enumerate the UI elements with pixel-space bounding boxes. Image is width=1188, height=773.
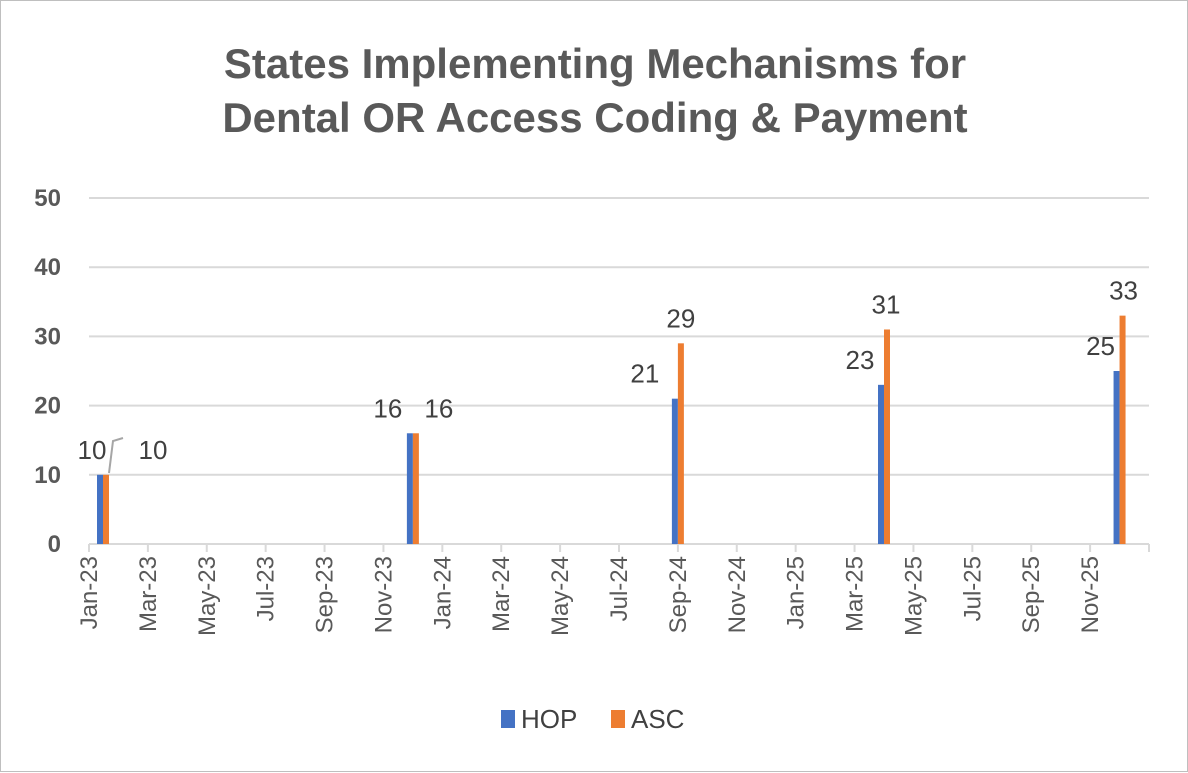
y-tick-label: 10 [34, 462, 61, 489]
x-tick-label: Jul-25 [959, 556, 986, 621]
data-label-hop: 10 [78, 435, 107, 465]
x-tick-label: Jan-23 [76, 556, 103, 629]
x-tick-label: Jan-24 [429, 556, 456, 629]
x-tick-label: Sep-23 [312, 556, 339, 633]
x-tick-label: Jul-23 [253, 556, 280, 621]
y-tick-label: 50 [34, 185, 61, 212]
data-label-asc: 29 [666, 303, 695, 333]
x-tick-label: May-23 [194, 556, 221, 636]
data-label-hop: 23 [846, 345, 875, 375]
legend-label-hop: HOP [521, 704, 577, 734]
chart-title-line-1: States Implementing Mechanisms for [223, 40, 967, 87]
x-tick-label: Sep-24 [665, 556, 692, 633]
data-label-asc: 16 [424, 393, 453, 423]
legend-swatch-asc [611, 710, 625, 728]
bar-asc [884, 329, 890, 544]
legend-label-asc: ASC [631, 704, 684, 734]
bar-hop [1113, 371, 1120, 544]
data-label-leader-line [108, 437, 124, 474]
bar-hop [406, 433, 413, 544]
x-tick-label: Jan-25 [783, 556, 810, 629]
x-tick-label: Mar-24 [488, 556, 515, 632]
y-tick-label: 40 [34, 254, 61, 281]
data-label-hop: 16 [373, 393, 402, 423]
chart-title-line-2: Dental OR Access Coding & Payment [222, 94, 968, 141]
x-tick-label: Jul-24 [606, 556, 633, 621]
bar-asc [412, 433, 419, 544]
x-tick-label: Nov-25 [1077, 556, 1104, 633]
data-label-asc: 31 [872, 289, 901, 319]
x-tick-label: Mar-25 [842, 556, 869, 632]
x-tick-label: Nov-24 [724, 556, 751, 633]
y-tick-label: 20 [34, 393, 61, 420]
bar-hop [878, 384, 884, 544]
bar-hop [671, 398, 678, 544]
data-label-asc: 33 [1109, 276, 1138, 306]
x-tick-label: May-25 [900, 556, 927, 636]
y-tick-label: 30 [34, 323, 61, 350]
x-tick-label: Mar-23 [135, 556, 162, 632]
data-label-hop: 25 [1086, 331, 1115, 361]
x-tick-label: Sep-25 [1018, 556, 1045, 633]
legend-swatch-hop [501, 710, 515, 728]
bar-hop [97, 474, 103, 544]
bar-asc [1119, 315, 1126, 544]
bar-asc [103, 474, 109, 544]
chart-title: States Implementing Mechanisms for Denta… [1, 37, 1188, 145]
y-tick-label: 0 [48, 531, 61, 558]
x-tick-label: Nov-23 [370, 556, 397, 633]
x-tick-label: May-24 [547, 556, 574, 636]
bar-asc [677, 343, 684, 544]
data-label-hop: 21 [630, 359, 659, 389]
data-label-asc: 10 [139, 435, 168, 465]
